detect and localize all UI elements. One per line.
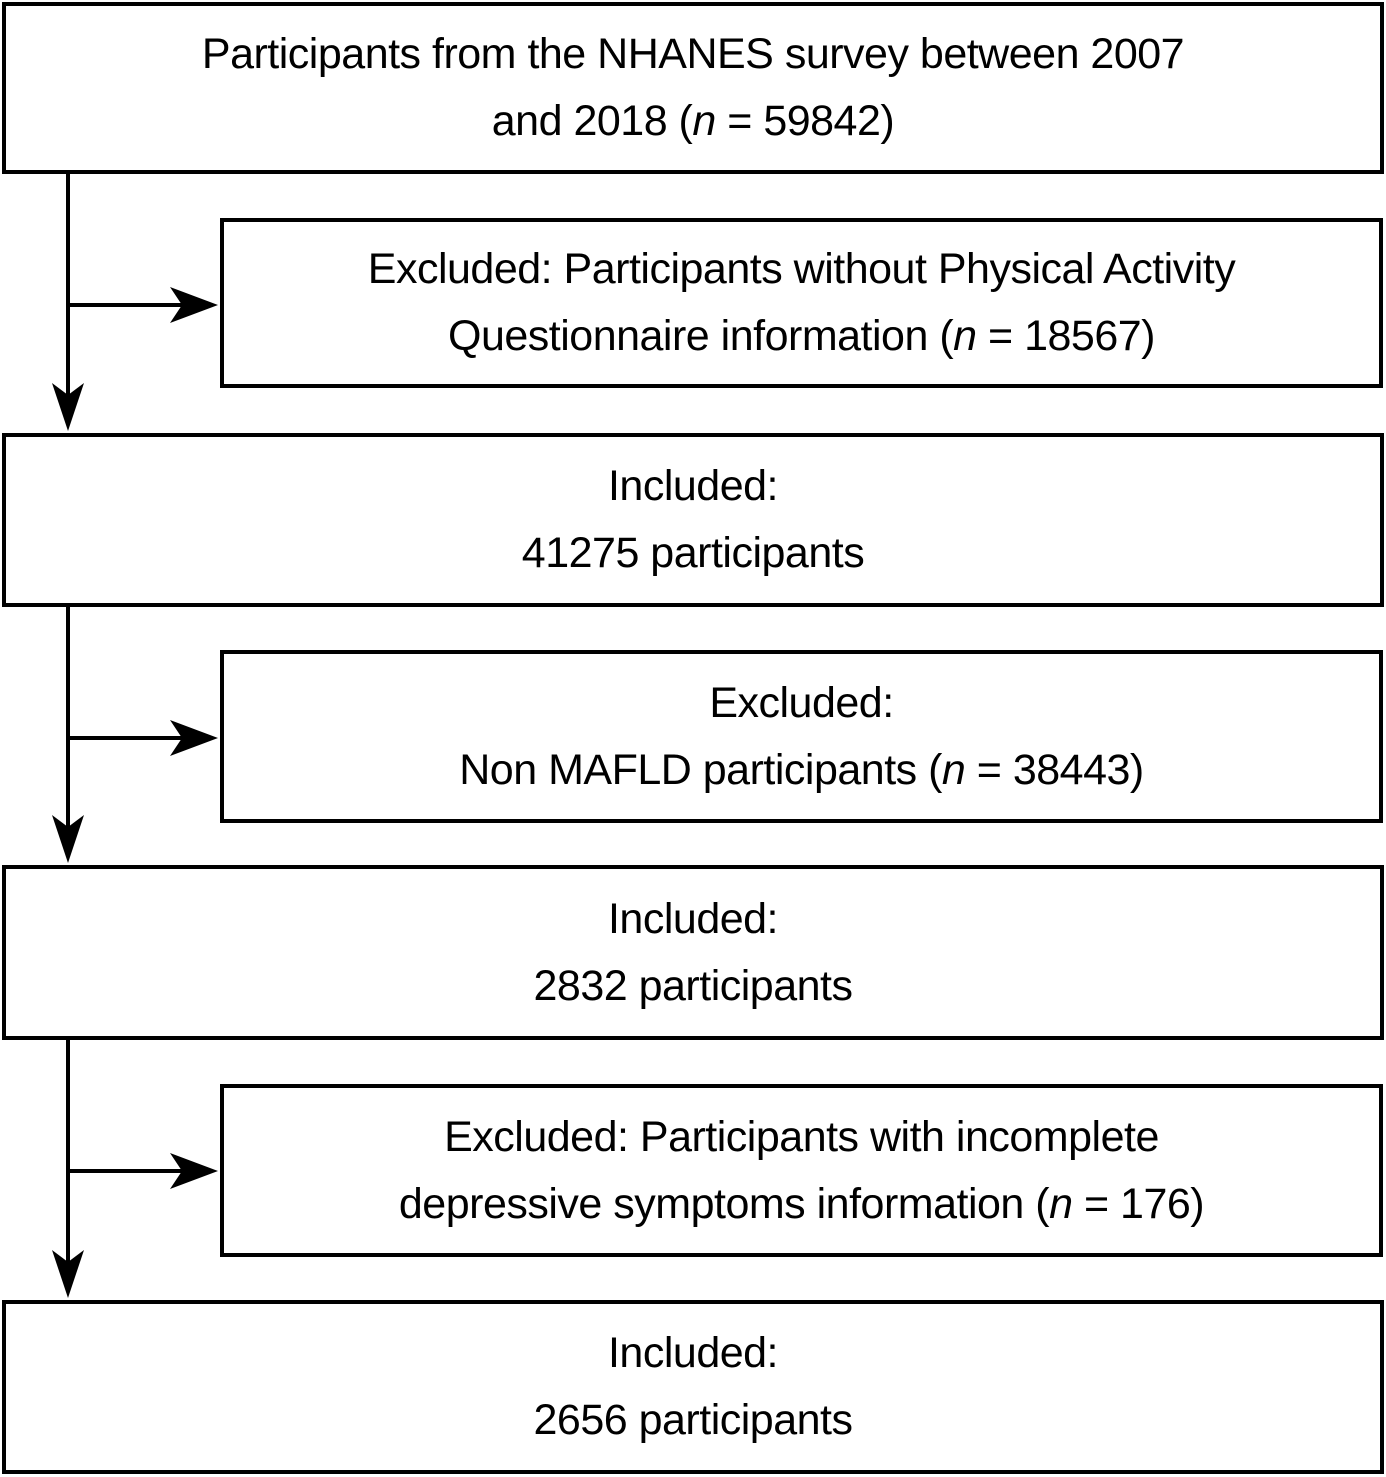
box-excluded-no-physical-activity: Excluded: Participants without Physical … (220, 218, 1383, 388)
box-line: Included: (534, 886, 853, 953)
box-included-41275: Included: 41275 participants (2, 433, 1384, 607)
text-segment: Excluded: (709, 678, 894, 727)
text-segment: Included: (607, 894, 779, 943)
box-line: Included: (534, 1320, 853, 1387)
arrow-down-1-head (52, 383, 84, 431)
italic-n: n (953, 312, 977, 360)
box-line: Non MAFLD participants (n = 38443) (459, 737, 1144, 804)
box-text: Included: 41275 participants (521, 453, 865, 587)
box-line: Excluded: Participants with incomplete (399, 1104, 1204, 1171)
box-text: Excluded: Participants with incomplete de… (398, 1104, 1205, 1238)
text-segment: = 59842) (715, 97, 895, 145)
box-line: 2832 participants (533, 953, 854, 1020)
box-line: depressive symptoms information (n = 176… (398, 1171, 1205, 1238)
box-excluded-non-mafld: Excluded: Non MAFLD participants (n = 384… (220, 650, 1383, 823)
text-segment: 2656 participants (533, 1396, 854, 1444)
arrow-branch-3-head (170, 1153, 218, 1189)
box-line: 2656 participants (533, 1387, 854, 1454)
text-segment: Non MAFLD participants ( (459, 745, 942, 794)
text-segment: Included: (607, 462, 779, 510)
text-segment: = 18567) (976, 312, 1155, 360)
text-segment: Included: (607, 1329, 779, 1377)
italic-n: n (1049, 1179, 1073, 1228)
box-included-2832: Included: 2832 participants (2, 865, 1384, 1040)
box-excluded-incomplete-depressive: Excluded: Participants with incomplete de… (220, 1084, 1383, 1257)
box-line: Participants from the NHANES survey betw… (201, 21, 1185, 88)
box-line: Excluded: (459, 670, 1144, 737)
box-text: Participants from the NHANES survey betw… (201, 21, 1185, 155)
box-line: Included: (522, 453, 864, 520)
text-segment: Excluded: Participants with incomplete (444, 1112, 1159, 1161)
box-text: Included: 2656 participants (533, 1320, 854, 1454)
arrow-branch-2-head (170, 720, 218, 756)
box-line: 41275 participants (521, 520, 865, 587)
italic-n: n (941, 745, 966, 794)
arrow-down-2-head (52, 815, 84, 863)
text-segment: 2832 participants (533, 961, 854, 1010)
text-segment: Participants from the NHANES survey betw… (201, 30, 1185, 78)
text-segment: = 38443) (965, 745, 1144, 794)
text-segment: = 176) (1072, 1179, 1205, 1228)
box-line: and 2018 (n = 59842) (202, 88, 1184, 155)
box-text: Excluded: Non MAFLD participants (n = 384… (459, 670, 1144, 804)
box-line: Questionnaire information (n = 18567) (368, 303, 1235, 370)
box-text: Excluded: Participants without Physical … (367, 236, 1236, 370)
box-nhanes-total: Participants from the NHANES survey betw… (2, 2, 1384, 174)
text-segment: and 2018 ( (491, 97, 693, 145)
text-segment: 41275 participants (521, 529, 865, 577)
text-segment: Excluded: Participants without Physical … (367, 245, 1236, 293)
arrow-down-3-head (52, 1250, 84, 1298)
box-included-2656: Included: 2656 participants (2, 1300, 1384, 1474)
text-segment: depressive symptoms information ( (398, 1179, 1050, 1228)
box-text: Included: 2832 participants (533, 886, 854, 1020)
arrow-branch-1-head (170, 287, 218, 323)
box-line: Excluded: Participants without Physical … (367, 236, 1236, 303)
text-segment: Questionnaire information ( (448, 312, 954, 360)
italic-n: n (692, 97, 716, 145)
